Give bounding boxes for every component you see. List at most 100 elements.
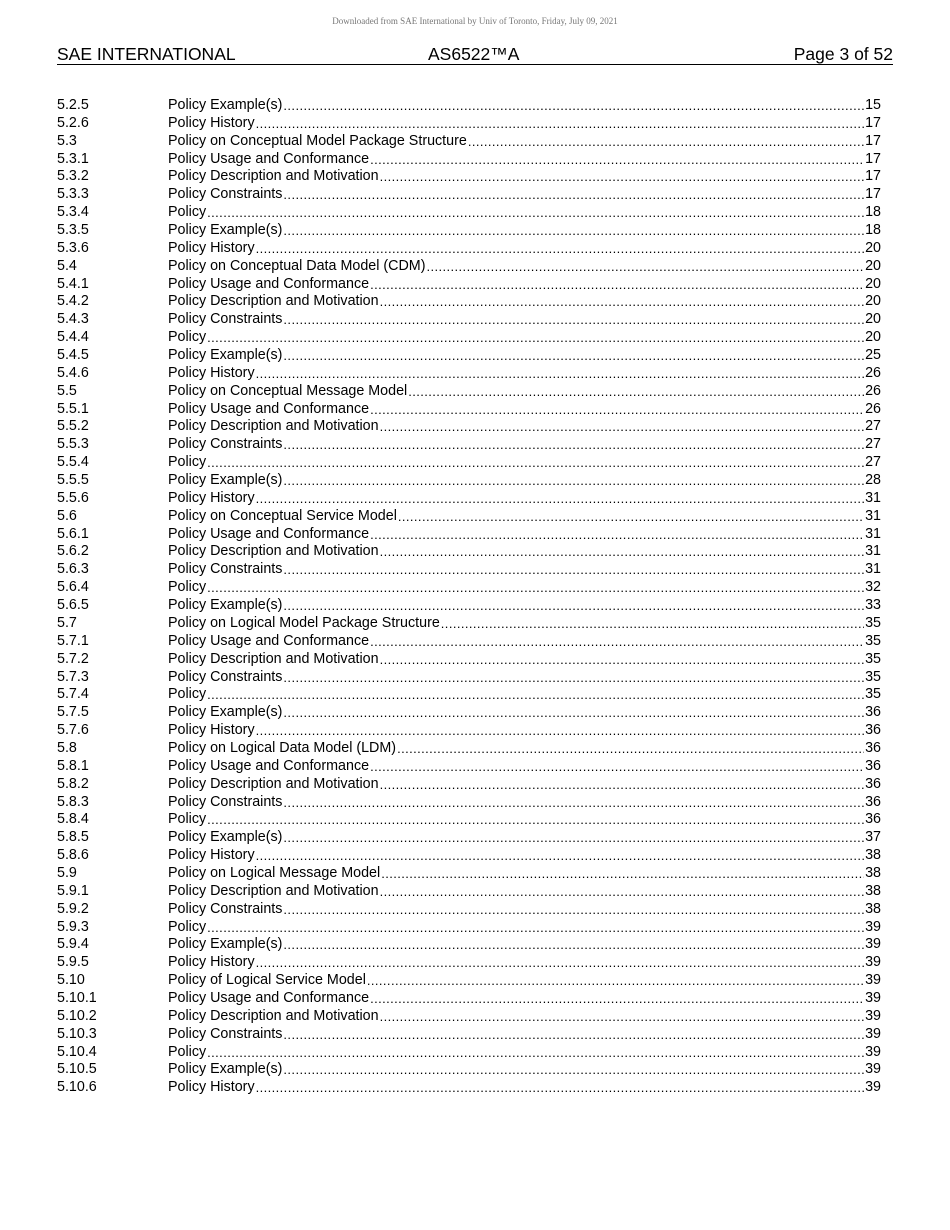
toc-entry[interactable]: 5.8.5 Policy Example(s) 37	[57, 829, 881, 847]
toc-section-number: 5.9.4	[57, 936, 89, 953]
toc-entry[interactable]: 5.5.4 Policy 27	[57, 454, 881, 472]
toc-entry[interactable]: 5.4 Policy on Conceptual Data Model (CDM)…	[57, 258, 881, 276]
toc-entry[interactable]: 5.3.6 Policy History 20	[57, 240, 881, 258]
toc-entry[interactable]: 5.5.5 Policy Example(s) 28	[57, 472, 881, 490]
toc-section-number: 5.8.3	[57, 793, 89, 810]
toc-section-number: 5.6.1	[57, 525, 89, 542]
toc-section-title: Policy Example(s)	[168, 347, 283, 364]
toc-section-title: Policy Example(s)	[168, 472, 283, 489]
toc-entry[interactable]: 5.2.6 Policy History 17	[57, 115, 881, 133]
toc-dot-leader	[379, 293, 865, 311]
toc-entry[interactable]: 5.9.4 Policy Example(s) 39	[57, 936, 881, 954]
toc-entry[interactable]: 5.5.3 Policy Constraints 27	[57, 436, 881, 454]
toc-section-title: Policy on Logical Data Model (LDM)	[168, 739, 397, 756]
toc-entry[interactable]: 5.9.2 Policy Constraints 38	[57, 901, 881, 919]
toc-entry[interactable]: 5.4.5 Policy Example(s) 25	[57, 347, 881, 365]
toc-entry[interactable]: 5.5.1 Policy Usage and Conformance 26	[57, 401, 881, 419]
toc-entry[interactable]: 5.8 Policy on Logical Data Model (LDM) 36	[57, 740, 881, 758]
toc-entry[interactable]: 5.8.4 Policy 36	[57, 811, 881, 829]
toc-dot-leader	[255, 722, 865, 740]
toc-entry[interactable]: 5.8.3 Policy Constraints 36	[57, 794, 881, 812]
toc-section-number: 5.10.4	[57, 1043, 97, 1060]
toc-entry[interactable]: 5.3.1 Policy Usage and Conformance 17	[57, 151, 881, 169]
toc-page-number: 20	[865, 293, 881, 310]
toc-page-number: 39	[865, 1061, 881, 1078]
toc-entry[interactable]: 5.6.1 Policy Usage and Conformance 31	[57, 526, 881, 544]
toc-entry[interactable]: 5.8.6 Policy History 38	[57, 847, 881, 865]
toc-section-title: Policy Constraints	[168, 561, 283, 578]
toc-entry[interactable]: 5.7.1 Policy Usage and Conformance 35	[57, 633, 881, 651]
toc-entry[interactable]: 5.4.1 Policy Usage and Conformance 20	[57, 276, 881, 294]
toc-entry[interactable]: 5.10 Policy of Logical Service Model 39	[57, 972, 881, 990]
toc-entry[interactable]: 5.9 Policy on Logical Message Model 38	[57, 865, 881, 883]
toc-entry[interactable]: 5.9.3 Policy 39	[57, 919, 881, 937]
toc-section-number: 5.7.6	[57, 722, 89, 739]
toc-entry[interactable]: 5.10.5 Policy Example(s) 39	[57, 1061, 881, 1079]
toc-page-number: 35	[865, 650, 881, 667]
toc-section-title: Policy History	[168, 364, 255, 381]
toc-page-number: 20	[865, 329, 881, 346]
toc-entry[interactable]: 5.5.6 Policy History 31	[57, 490, 881, 508]
toc-section-number: 5.3.3	[57, 186, 89, 203]
toc-page-number: 31	[865, 507, 881, 524]
toc-entry[interactable]: 5.5.2 Policy Description and Motivation 27	[57, 418, 881, 436]
toc-section-title: Policy Description and Motivation	[168, 775, 379, 792]
toc-entry[interactable]: 5.10.1 Policy Usage and Conformance 39	[57, 990, 881, 1008]
toc-page-number: 27	[865, 454, 881, 471]
toc-entry[interactable]: 5.5 Policy on Conceptual Message Model 26	[57, 383, 881, 401]
toc-section-title: Policy	[168, 918, 207, 935]
toc-dot-leader	[369, 758, 864, 776]
toc-entry[interactable]: 5.4.3 Policy Constraints 20	[57, 311, 881, 329]
toc-section-title: Policy Constraints	[168, 436, 283, 453]
toc-entry[interactable]: 5.2.5 Policy Example(s) 15	[57, 97, 881, 115]
toc-entry[interactable]: 5.8.2 Policy Description and Motivation 36	[57, 776, 881, 794]
toc-section-number: 5.4.4	[57, 329, 89, 346]
toc-entry[interactable]: 5.3.3 Policy Constraints 17	[57, 186, 881, 204]
toc-entry[interactable]: 5.9.1 Policy Description and Motivation 38	[57, 883, 881, 901]
toc-dot-leader	[379, 543, 865, 561]
toc-page-number: 26	[865, 364, 881, 381]
toc-dot-leader	[255, 847, 865, 865]
toc-entry[interactable]: 5.6.3 Policy Constraints 31	[57, 561, 881, 579]
toc-dot-leader	[379, 168, 865, 186]
toc-entry[interactable]: 5.9.5 Policy History 39	[57, 954, 881, 972]
toc-entry[interactable]: 5.7.2 Policy Description and Motivation 35	[57, 651, 881, 669]
toc-page-number: 36	[865, 757, 881, 774]
toc-page-number: 39	[865, 918, 881, 935]
toc-entry[interactable]: 5.7.3 Policy Constraints 35	[57, 669, 881, 687]
toc-dot-leader	[440, 615, 864, 633]
toc-section-title: Policy Description and Motivation	[168, 1007, 379, 1024]
toc-dot-leader	[282, 1061, 864, 1079]
toc-page-number: 17	[865, 114, 881, 131]
toc-section-title: Policy Usage and Conformance	[168, 275, 370, 292]
toc-section-number: 5.9	[57, 864, 77, 881]
toc-entry[interactable]: 5.4.6 Policy History 26	[57, 365, 881, 383]
toc-entry[interactable]: 5.6.5 Policy Example(s) 33	[57, 597, 881, 615]
toc-dot-leader	[467, 133, 864, 151]
toc-section-title: Policy Example(s)	[168, 222, 283, 239]
toc-dot-leader	[255, 365, 865, 383]
toc-entry[interactable]: 5.6.2 Policy Description and Motivation 31	[57, 543, 881, 561]
toc-page-number: 32	[865, 579, 881, 596]
toc-section-title: Policy Description and Motivation	[168, 168, 379, 185]
toc-entry[interactable]: 5.3.5 Policy Example(s) 18	[57, 222, 881, 240]
toc-entry[interactable]: 5.8.1 Policy Usage and Conformance 36	[57, 758, 881, 776]
toc-entry[interactable]: 5.7.4 Policy 35	[57, 686, 881, 704]
toc-section-title: Policy Constraints	[168, 1025, 283, 1042]
toc-section-number: 5.8.6	[57, 847, 89, 864]
toc-entry[interactable]: 5.3.2 Policy Description and Motivation 17	[57, 168, 881, 186]
toc-entry[interactable]: 5.10.6 Policy History 39	[57, 1079, 881, 1097]
toc-entry[interactable]: 5.3.4 Policy 18	[57, 204, 881, 222]
toc-entry[interactable]: 5.6.4 Policy 32	[57, 579, 881, 597]
toc-entry[interactable]: 5.10.4 Policy 39	[57, 1044, 881, 1062]
toc-entry[interactable]: 5.7 Policy on Logical Model Package Struc…	[57, 615, 881, 633]
toc-entry[interactable]: 5.4.4 Policy 20	[57, 329, 881, 347]
toc-entry[interactable]: 5.7.5 Policy Example(s) 36	[57, 704, 881, 722]
toc-entry[interactable]: 5.4.2 Policy Description and Motivation 20	[57, 293, 881, 311]
toc-entry[interactable]: 5.6 Policy on Conceptual Service Model 31	[57, 508, 881, 526]
toc-entry[interactable]: 5.10.3 Policy Constraints 39	[57, 1026, 881, 1044]
toc-dot-leader	[379, 1008, 865, 1026]
toc-entry[interactable]: 5.10.2 Policy Description and Motivation 3…	[57, 1008, 881, 1026]
toc-entry[interactable]: 5.3 Policy on Conceptual Model Package St…	[57, 133, 881, 151]
toc-entry[interactable]: 5.7.6 Policy History 36	[57, 722, 881, 740]
